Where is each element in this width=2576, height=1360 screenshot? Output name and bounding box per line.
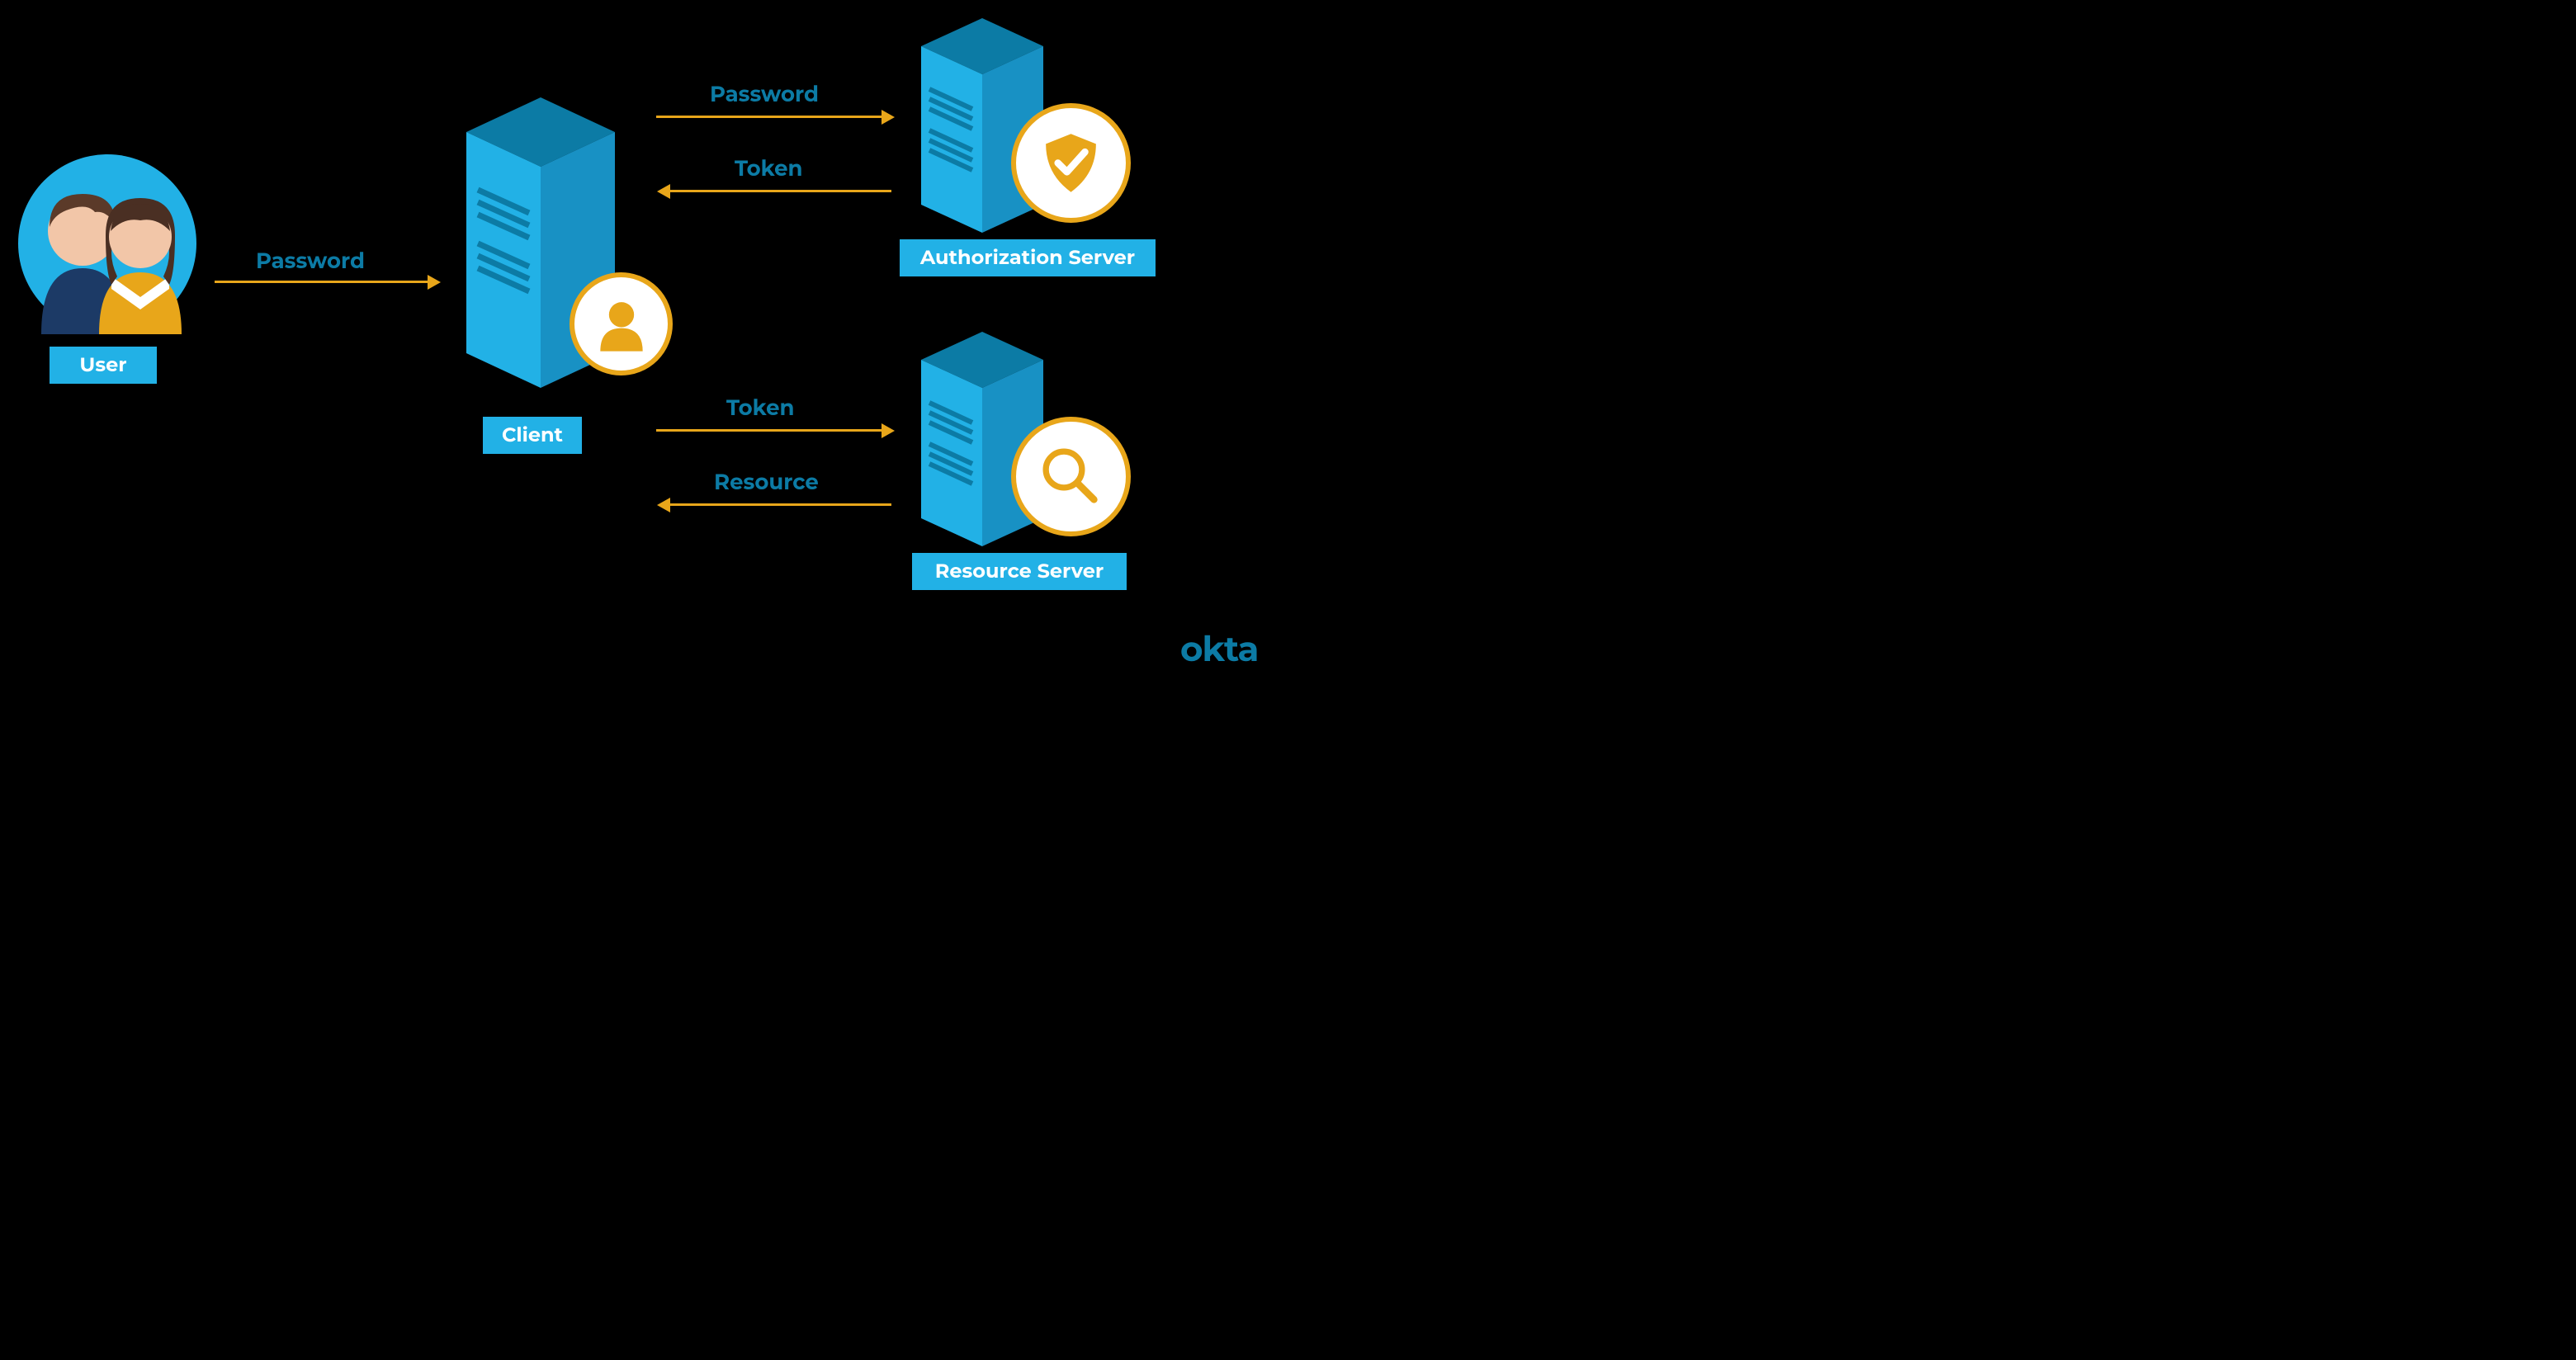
arrow-user-to-client bbox=[215, 281, 429, 283]
edge-label-auth-token: Token bbox=[735, 155, 802, 182]
client-badge bbox=[570, 272, 673, 375]
edge-label-resource: Resource bbox=[714, 469, 819, 495]
edge-label-user-password: Password bbox=[256, 248, 365, 274]
okta-brand-logo: okta bbox=[1180, 627, 1258, 670]
client-label: Client bbox=[483, 417, 582, 454]
user-avatar-icon bbox=[17, 153, 198, 334]
user-label: User bbox=[50, 347, 157, 384]
arrow-client-to-resource bbox=[656, 429, 883, 432]
auth-badge bbox=[1011, 103, 1131, 223]
resource-badge bbox=[1011, 417, 1131, 536]
user-node bbox=[17, 153, 198, 334]
arrow-resource-to-client bbox=[669, 503, 891, 506]
auth-server-label: Authorization Server bbox=[900, 239, 1156, 276]
person-icon bbox=[593, 295, 650, 353]
edge-label-client-token: Token bbox=[726, 394, 794, 421]
edge-label-client-password: Password bbox=[710, 81, 819, 107]
resource-server-label: Resource Server bbox=[912, 553, 1127, 590]
arrow-auth-to-client bbox=[669, 190, 891, 192]
arrow-client-to-auth bbox=[656, 116, 883, 118]
shield-check-icon bbox=[1036, 128, 1106, 198]
magnifier-icon bbox=[1036, 442, 1106, 512]
oauth-flow-diagram: User Client bbox=[0, 0, 1288, 680]
